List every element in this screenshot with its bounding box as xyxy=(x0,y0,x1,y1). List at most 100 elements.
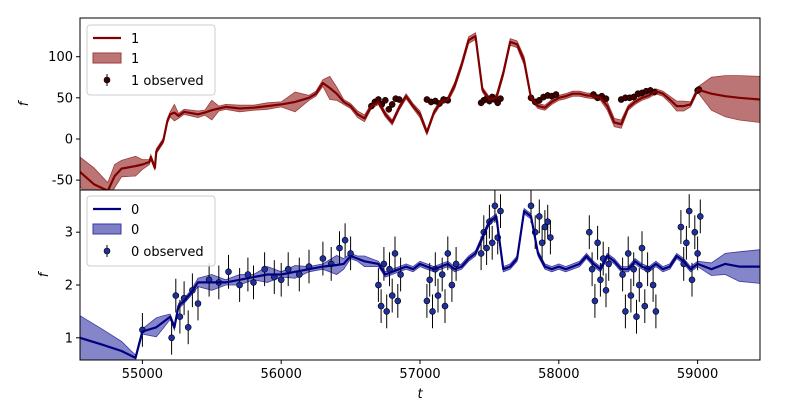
bottom-observed-point xyxy=(535,213,543,220)
bottom-observed-point xyxy=(250,279,257,286)
top-observed-point xyxy=(497,95,504,102)
bottom-observed-point xyxy=(244,271,252,278)
bottom-panel: 1 2 3 55000 56000 57000 58000 59000 f t 0 0 0 … xyxy=(37,189,761,400)
bottom-ytick-label: 2 xyxy=(65,279,73,294)
bottom-observed-point xyxy=(488,239,496,247)
top-ytick-label: 100 xyxy=(48,50,73,65)
top-legend: 1 1 1 observed xyxy=(86,24,216,96)
bottom-observed-point xyxy=(624,250,632,257)
bottom-observed-point xyxy=(688,276,696,284)
bottom-uncertainty-band xyxy=(80,207,760,360)
bottom-prediction-path xyxy=(80,210,760,359)
bottom-observed-point xyxy=(184,323,192,331)
top-legend-label-observed: 1 observed xyxy=(131,74,204,89)
bottom-observed-point xyxy=(429,308,436,315)
bottom-observed-point xyxy=(284,265,292,273)
bottom-observed-point xyxy=(194,300,202,307)
bottom-observed-point xyxy=(597,276,604,284)
top-band-area xyxy=(80,32,760,190)
bottom-observed-point xyxy=(341,236,349,244)
bottom-observed-point xyxy=(591,297,599,305)
bottom-observed-point xyxy=(426,276,434,284)
bottom-observed-point xyxy=(594,239,601,247)
bottom-observed-point xyxy=(677,223,685,231)
top-observed-point xyxy=(395,96,403,103)
x-axis-label: t xyxy=(417,387,423,400)
bottom-observed-point xyxy=(683,239,690,247)
bottom-observed-point xyxy=(527,202,535,210)
bottom-observed-point xyxy=(477,250,485,257)
bottom-observed-point xyxy=(383,308,391,315)
top-observed-point xyxy=(552,91,560,98)
xtick-label: 56000 xyxy=(261,367,302,382)
bottom-observed-point xyxy=(544,218,552,225)
bottom-observed-point xyxy=(380,260,388,268)
bottom-observed-point xyxy=(438,271,446,278)
xtick-label: 55000 xyxy=(122,367,163,382)
bottom-observed-point xyxy=(391,250,399,257)
bottom-observed-point xyxy=(641,302,649,310)
bottom-observed-point xyxy=(497,207,504,215)
bottom-observed-point xyxy=(627,292,635,299)
top-uncertainty-band xyxy=(80,32,760,190)
top-y-axis-label: f xyxy=(17,99,32,106)
bottom-observed-point xyxy=(261,265,268,273)
bottom-ytick-label: 3 xyxy=(65,226,73,241)
bottom-observed-point xyxy=(168,334,175,342)
top-observed-points xyxy=(368,86,703,113)
top-y-axis: -50 0 50 100 xyxy=(48,50,80,189)
bottom-observed-point xyxy=(172,292,180,299)
bottom-observed-point xyxy=(448,281,456,289)
top-legend-label-band: 1 xyxy=(131,52,139,67)
bottom-observed-point xyxy=(633,313,640,321)
bottom-observed-point xyxy=(696,213,704,220)
bottom-ytick-label: 1 xyxy=(65,331,73,346)
top-observed-point xyxy=(381,97,389,104)
bottom-observed-point xyxy=(377,302,385,310)
bottom-observed-point xyxy=(452,260,460,268)
top-observed-point xyxy=(388,101,396,108)
bottom-legend: 0 0 0 observed xyxy=(86,195,216,267)
top-legend-box xyxy=(86,24,216,96)
bottom-observed-point xyxy=(397,271,404,278)
bottom-observed-point xyxy=(694,250,701,257)
bottom-legend-box xyxy=(86,195,216,267)
bottom-observed-point xyxy=(685,207,693,215)
top-observed-point xyxy=(602,95,610,102)
bottom-observed-point xyxy=(585,228,593,236)
bottom-observed-point xyxy=(336,244,343,252)
top-panel: -50 0 50 100 f 1 1 1 observed xyxy=(17,17,761,191)
top-ytick-label: 50 xyxy=(56,91,73,106)
bottom-observed-points xyxy=(139,190,704,355)
bottom-observed-point xyxy=(588,265,596,273)
top-ytick-label: -50 xyxy=(52,174,73,189)
top-observed-point xyxy=(385,106,393,113)
bottom-prediction-line xyxy=(80,210,760,359)
bottom-observed-point xyxy=(319,255,327,262)
bottom-observed-point xyxy=(375,281,382,289)
bottom-observed-point xyxy=(434,292,442,299)
bottom-observed-point xyxy=(441,302,449,310)
bottom-observed-point xyxy=(602,286,610,294)
bottom-observed-point xyxy=(605,260,613,268)
top-legend-label-line: 1 xyxy=(131,32,139,47)
bottom-legend-label-band: 0 xyxy=(131,223,139,238)
bottom-observed-point xyxy=(423,297,431,305)
bottom-observed-point xyxy=(277,276,285,284)
bottom-observed-point xyxy=(491,202,499,210)
bottom-observed-point xyxy=(547,234,554,241)
bottom-observed-point xyxy=(638,244,646,252)
xtick-label: 58000 xyxy=(538,367,579,382)
top-legend-point-swatch xyxy=(103,76,111,84)
xtick-label: 59000 xyxy=(677,367,718,382)
bottom-observed-point xyxy=(630,265,638,273)
bottom-y-axis: 1 2 3 xyxy=(65,226,80,346)
bottom-legend-point-swatch xyxy=(103,247,111,255)
bottom-legend-label-observed: 0 observed xyxy=(131,245,204,260)
bottom-legend-band-swatch xyxy=(92,223,122,235)
bottom-observed-point xyxy=(649,281,657,289)
bottom-observed-point xyxy=(538,239,546,247)
bottom-band-area xyxy=(80,207,760,360)
top-prediction-path xyxy=(80,35,760,190)
bottom-observed-point xyxy=(652,308,660,315)
